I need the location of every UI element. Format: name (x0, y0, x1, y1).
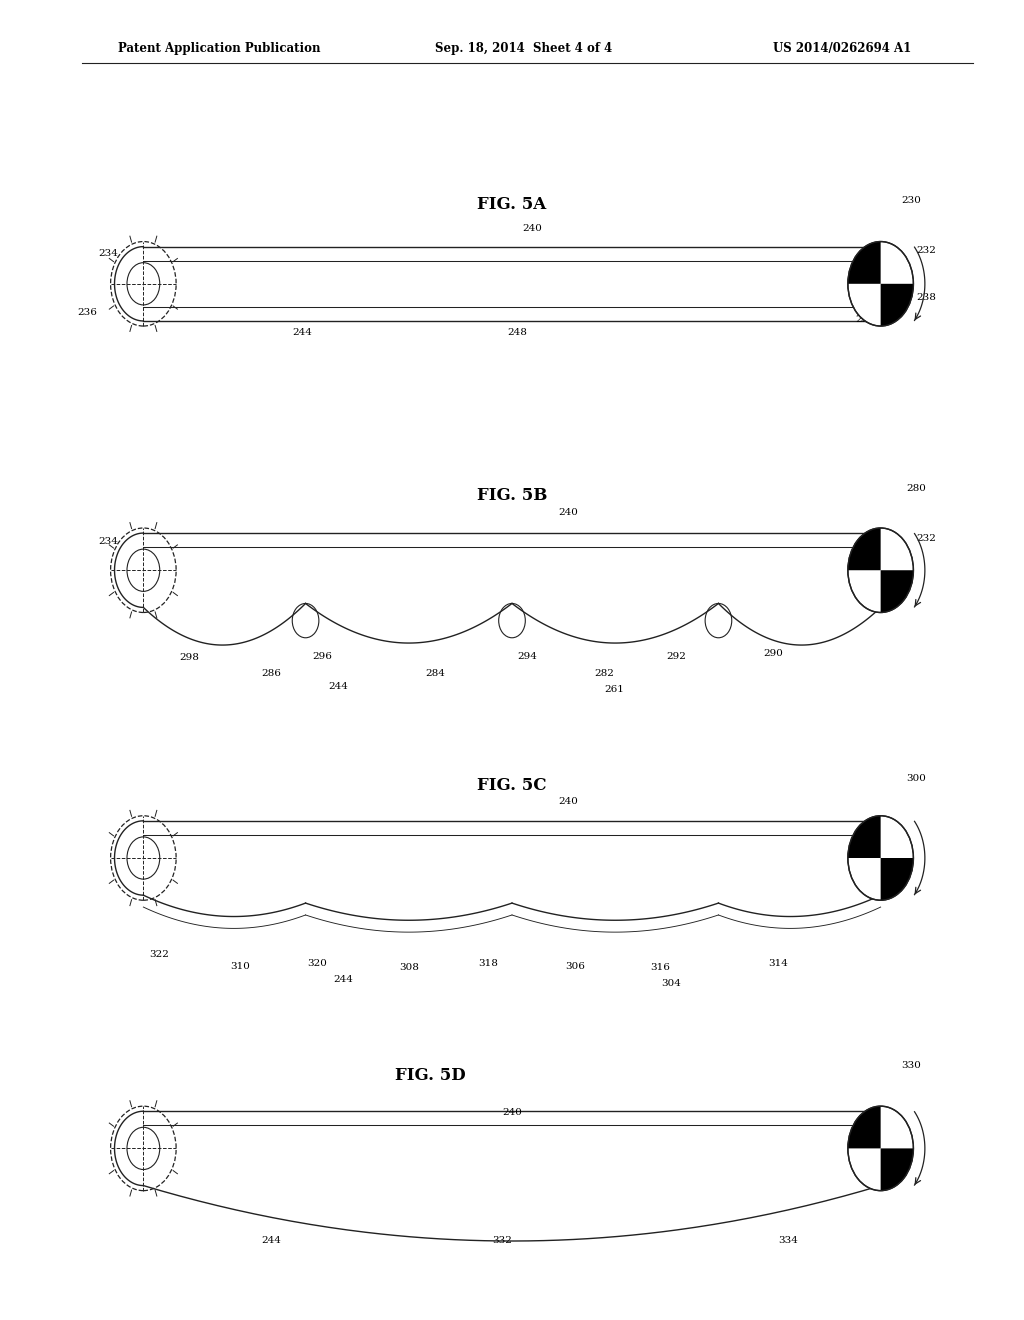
Text: 240: 240 (558, 508, 579, 516)
Text: US 2014/0262694 A1: US 2014/0262694 A1 (773, 42, 911, 55)
Wedge shape (881, 284, 913, 326)
Text: 316: 316 (650, 964, 671, 972)
Wedge shape (881, 1148, 913, 1191)
Text: Sep. 18, 2014  Sheet 4 of 4: Sep. 18, 2014 Sheet 4 of 4 (435, 42, 612, 55)
Text: 230: 230 (901, 197, 921, 205)
Text: 310: 310 (230, 962, 251, 970)
Wedge shape (881, 858, 913, 900)
Text: 314: 314 (768, 960, 788, 968)
Text: 300: 300 (906, 775, 926, 783)
Text: 318: 318 (478, 960, 499, 968)
Text: FIG. 5C: FIG. 5C (477, 777, 547, 793)
Text: 261: 261 (604, 685, 625, 693)
Wedge shape (848, 528, 881, 570)
Text: 234: 234 (98, 537, 118, 545)
Text: Patent Application Publication: Patent Application Publication (118, 42, 321, 55)
Text: 308: 308 (399, 964, 420, 972)
Text: 240: 240 (522, 224, 543, 232)
Circle shape (848, 242, 913, 326)
Text: 244: 244 (333, 975, 353, 983)
Text: 284: 284 (425, 669, 445, 677)
Text: 322: 322 (148, 950, 169, 958)
Text: FIG. 5B: FIG. 5B (477, 487, 547, 503)
Text: 292: 292 (666, 652, 686, 660)
Text: 282: 282 (594, 669, 614, 677)
Text: 296: 296 (312, 652, 333, 660)
Circle shape (848, 1106, 913, 1191)
Text: 250: 250 (855, 315, 876, 323)
Text: 240: 240 (502, 1109, 522, 1117)
Text: 304: 304 (660, 979, 681, 987)
Wedge shape (848, 1106, 881, 1148)
Text: 234: 234 (98, 249, 118, 257)
Text: 238: 238 (916, 293, 936, 301)
Text: 294: 294 (517, 652, 538, 660)
Text: 286: 286 (261, 669, 282, 677)
Circle shape (848, 816, 913, 900)
Wedge shape (881, 570, 913, 612)
Text: 244: 244 (261, 1237, 282, 1245)
Text: 236: 236 (78, 309, 97, 317)
Text: FIG. 5D: FIG. 5D (394, 1068, 466, 1084)
Text: 244: 244 (292, 329, 312, 337)
Text: 280: 280 (906, 484, 926, 492)
Text: 232: 232 (916, 535, 936, 543)
Text: 232: 232 (916, 247, 936, 255)
Text: 334: 334 (778, 1237, 799, 1245)
Text: 298: 298 (179, 653, 200, 661)
Text: 244: 244 (328, 682, 348, 690)
Wedge shape (848, 816, 881, 858)
Text: 332: 332 (492, 1237, 512, 1245)
Text: FIG. 5A: FIG. 5A (477, 197, 547, 213)
Text: 330: 330 (901, 1061, 921, 1069)
Text: 320: 320 (307, 960, 328, 968)
Circle shape (848, 528, 913, 612)
Text: 290: 290 (763, 649, 783, 657)
Text: 240: 240 (558, 797, 579, 805)
Wedge shape (848, 242, 881, 284)
Text: 306: 306 (565, 962, 586, 970)
Text: 248: 248 (507, 329, 527, 337)
